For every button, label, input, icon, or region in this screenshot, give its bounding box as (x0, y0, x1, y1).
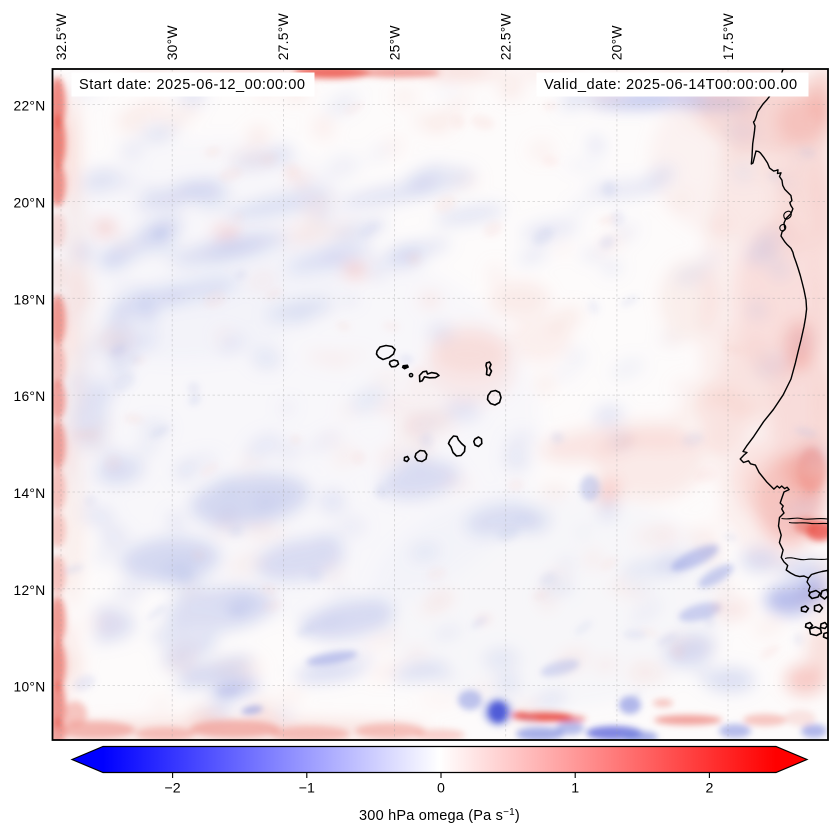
svg-text:18°N: 18°N (13, 292, 45, 307)
svg-text:30°W: 30°W (165, 25, 180, 60)
svg-text:0: 0 (437, 781, 445, 797)
svg-text:1: 1 (571, 781, 579, 797)
svg-text:32.5°W: 32.5°W (54, 13, 69, 60)
svg-text:12°N: 12°N (13, 583, 45, 598)
svg-text:Valid_date: 2025-06-14T00:00:0: Valid_date: 2025-06-14T00:00:00.00 (544, 77, 798, 93)
svg-text:10°N: 10°N (13, 680, 45, 695)
svg-text:2: 2 (705, 781, 713, 797)
svg-text:22.5°W: 22.5°W (499, 13, 514, 60)
svg-text:14°N: 14°N (13, 486, 45, 501)
svg-text:16°N: 16°N (13, 389, 45, 404)
svg-text:300 hPa omega (Pa s−1): 300 hPa omega (Pa s−1) (359, 807, 520, 824)
svg-text:22°N: 22°N (13, 99, 45, 114)
svg-text:20°N: 20°N (13, 195, 45, 210)
svg-text:−2: −2 (165, 781, 181, 797)
svg-text:Start date: 2025-06-12_00:00:0: Start date: 2025-06-12_00:00:00 (79, 77, 305, 93)
svg-text:17.5°W: 17.5°W (721, 13, 736, 60)
svg-text:27.5°W: 27.5°W (276, 13, 291, 60)
svg-text:25°W: 25°W (387, 25, 402, 60)
svg-text:20°W: 20°W (610, 25, 625, 60)
svg-text:−1: −1 (299, 781, 315, 797)
